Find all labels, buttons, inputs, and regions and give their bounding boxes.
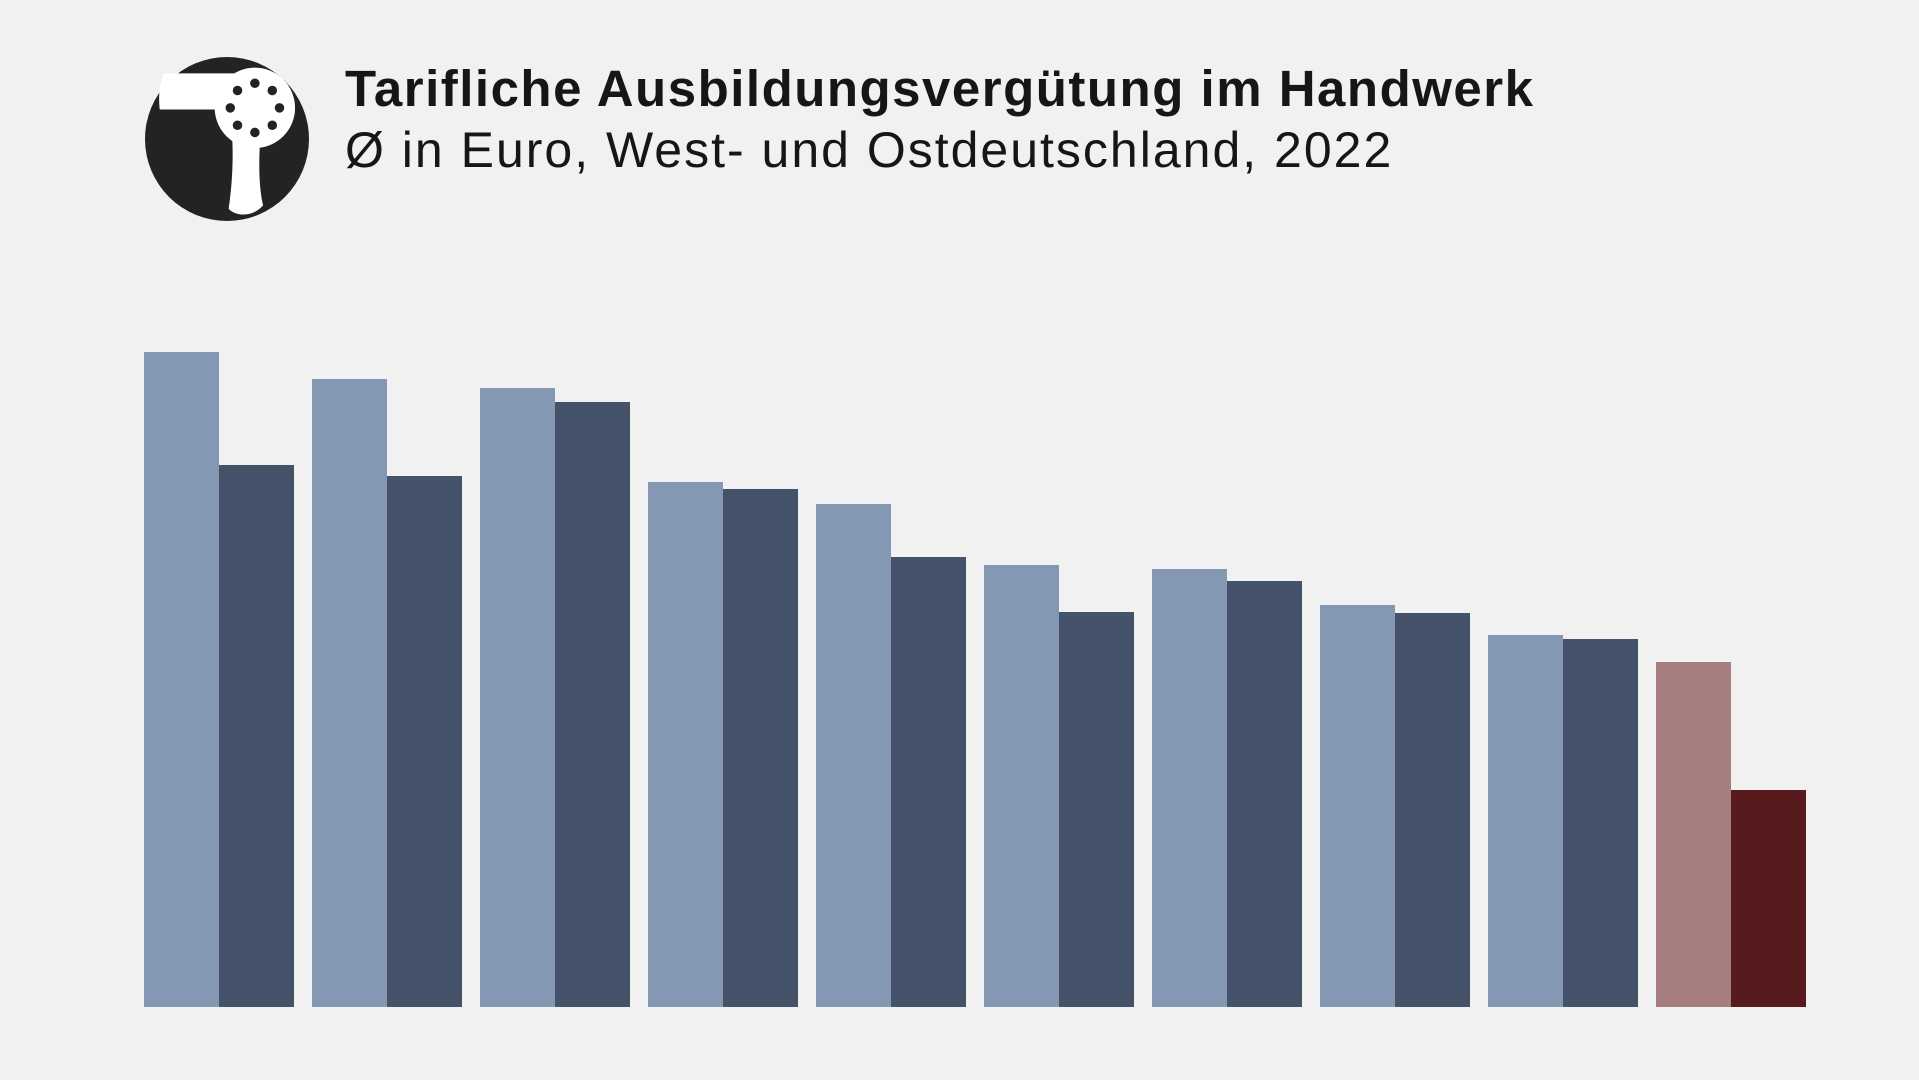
- bar-ost-group-6: [1059, 612, 1134, 1007]
- bar-ost-group-4: [723, 489, 798, 1007]
- bar-west-group-4: [648, 482, 723, 1007]
- bar-ost-group-3: [555, 402, 630, 1007]
- bar-ost-group-9: [1563, 639, 1638, 1007]
- bar-ost-group-5: [891, 557, 966, 1007]
- bar-west-group-1: [144, 352, 219, 1007]
- bar-ost-group-2: [387, 476, 462, 1007]
- bar-west-group-10: [1656, 662, 1731, 1007]
- bar-ost-group-1: [219, 465, 294, 1007]
- bar-west-group-3: [480, 388, 555, 1007]
- chart-subtitle: Ø in Euro, West- und Ostdeutschland, 202…: [345, 122, 1394, 178]
- bar-ost-group-8: [1395, 613, 1470, 1007]
- title-block: Tarifliche Ausbildungsvergütung im Handw…: [345, 58, 1534, 180]
- bar-west-group-6: [984, 565, 1059, 1007]
- bar-west-group-9: [1488, 635, 1563, 1007]
- bar-west-group-7: [1152, 569, 1227, 1007]
- bar-ost-group-10: [1731, 790, 1806, 1007]
- hairdryer-logo-icon: [145, 57, 309, 221]
- bar-west-group-8: [1320, 605, 1395, 1007]
- bar-ost-group-7: [1227, 581, 1302, 1007]
- bar-west-group-2: [312, 379, 387, 1007]
- bar-west-group-5: [816, 504, 891, 1007]
- chart-title: Tarifliche Ausbildungsvergütung im Handw…: [345, 60, 1535, 117]
